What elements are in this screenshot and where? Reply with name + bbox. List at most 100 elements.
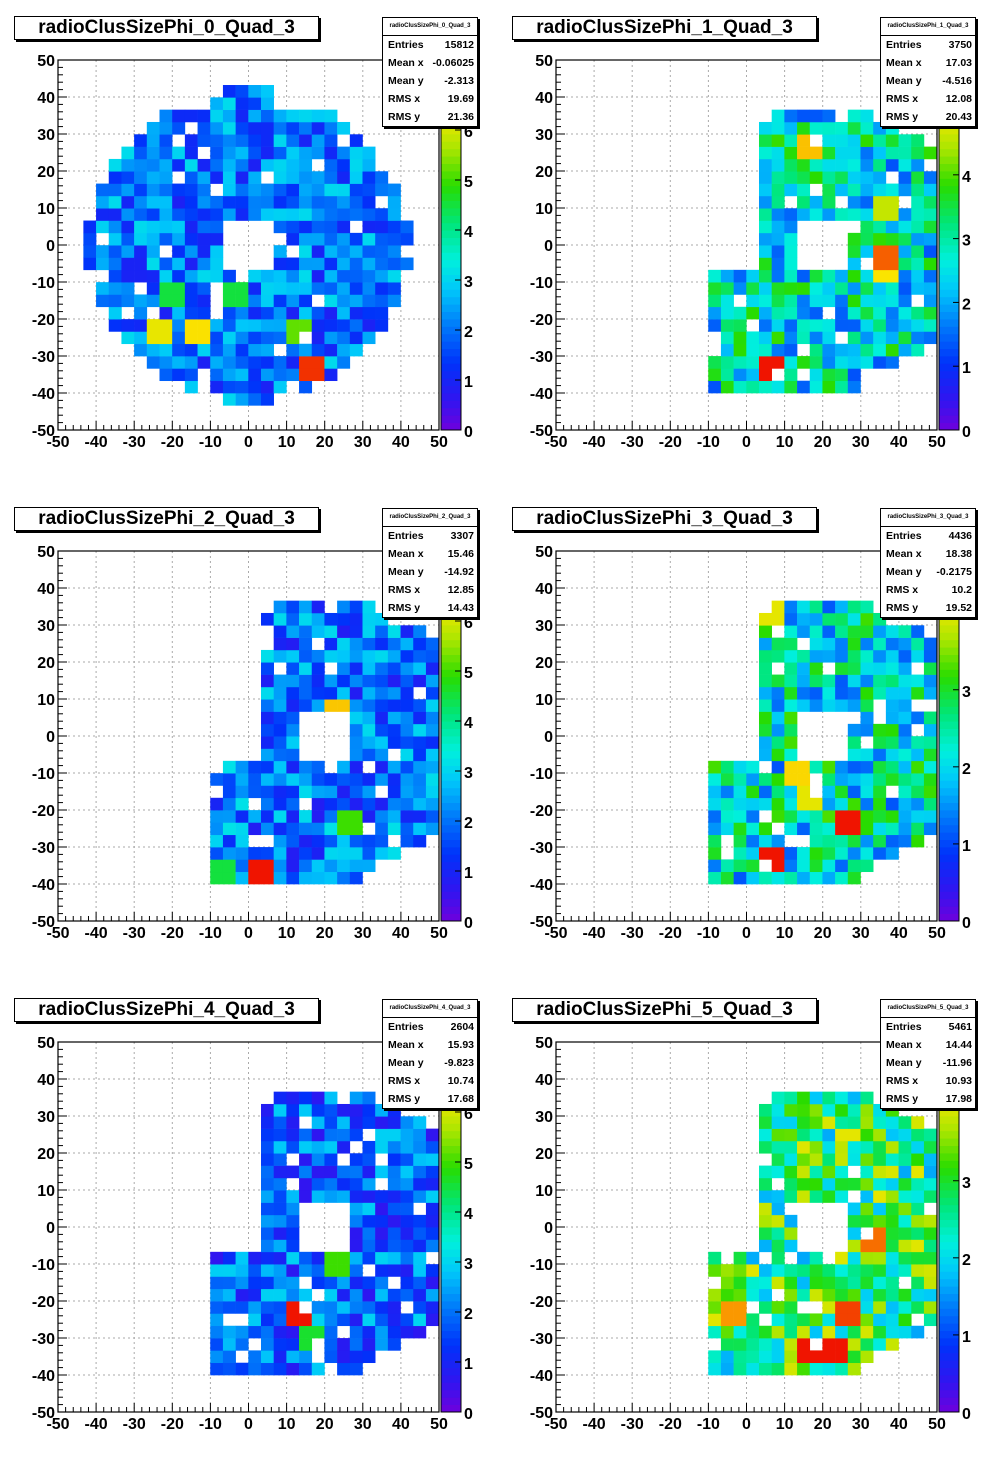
heatmap-cell [758, 1264, 772, 1277]
y-tick-label: 0 [46, 729, 55, 746]
heatmap-cell [349, 1338, 363, 1351]
stats-value: 12.85 [447, 584, 474, 596]
heatmap-cell [172, 195, 186, 209]
heatmap-cell [797, 195, 811, 209]
x-tick-label: -10 [199, 434, 222, 451]
heatmap-cell [720, 1338, 734, 1351]
palette-band [441, 1375, 461, 1383]
heatmap-cell [299, 121, 313, 135]
heatmap-cell [273, 1288, 287, 1302]
heatmap-cell [299, 306, 313, 320]
heatmap-cell [260, 294, 274, 308]
palette-band [441, 1345, 461, 1354]
heatmap-cell [822, 1091, 836, 1105]
heatmap-cell [108, 183, 122, 197]
heatmap-cell [375, 1288, 389, 1302]
heatmap-cell [362, 1165, 376, 1179]
heatmap-cell [784, 871, 798, 885]
heatmap-cell [746, 356, 760, 369]
heatmap-cell [911, 1325, 925, 1339]
heatmap-cell [809, 1165, 823, 1179]
heatmap-cell [898, 319, 912, 332]
y-tick-label: 40 [37, 90, 55, 107]
palette-band [939, 282, 959, 290]
heatmap-cell [708, 871, 722, 885]
heatmap-cell [860, 356, 874, 369]
heatmap-cell [337, 1264, 351, 1277]
palette-band [939, 245, 959, 253]
heatmap-cell [708, 1288, 722, 1302]
heatmap-cell [184, 356, 198, 369]
heatmap-cell [771, 294, 785, 308]
heatmap-cell [911, 649, 925, 663]
heatmap-cell [210, 1251, 224, 1265]
heatmap-cell [362, 1350, 376, 1364]
x-tick-label: -30 [621, 925, 644, 942]
heatmap-cell [248, 1362, 262, 1376]
heatmap-cell [885, 356, 899, 369]
x-tick-label: 50 [430, 1416, 448, 1433]
heatmap-cell [771, 810, 785, 823]
y-tick-label: -50 [530, 1405, 553, 1422]
palette-band [939, 1227, 959, 1235]
heatmap-cell [387, 208, 401, 221]
heatmap-cell [146, 146, 160, 160]
heatmap-cell [235, 1362, 249, 1376]
heatmap-cell [311, 331, 325, 345]
heatmap-cell [324, 773, 338, 786]
heatmap-cell [860, 859, 874, 873]
heatmap-cell [235, 294, 249, 308]
y-tick-label: 0 [544, 238, 553, 255]
heatmap-cell [159, 257, 173, 271]
heatmap-cell [387, 1227, 401, 1240]
palette-band [939, 1175, 959, 1183]
heatmap-cell [835, 1091, 849, 1105]
heatmap-cell [375, 282, 389, 295]
heatmap-cell [324, 797, 338, 811]
palette-band [441, 385, 461, 394]
heatmap-cell [413, 773, 427, 786]
heatmap-cell [146, 158, 160, 172]
heatmap-cell [311, 1165, 325, 1179]
heatmap-cell [375, 699, 389, 712]
heatmap-cell [311, 810, 325, 823]
heatmap-cell [873, 1276, 887, 1290]
heatmap-cell [758, 711, 772, 725]
heatmap-cell [108, 306, 122, 320]
heatmap-cell [375, 245, 389, 258]
heatmap-cell [159, 356, 173, 369]
heatmap-cell [248, 134, 262, 147]
heatmap-cell [362, 810, 376, 823]
heatmap-cell [337, 1251, 351, 1265]
heatmap-cell [885, 257, 899, 271]
y-tick-label: -20 [32, 312, 55, 329]
heatmap-cell [362, 1313, 376, 1327]
heatmap-cell [349, 699, 363, 712]
heatmap-cell [873, 723, 887, 737]
palette-band [939, 1308, 959, 1317]
histogram-title: radioClusSizePhi_4_Quad_3 [14, 998, 319, 1022]
heatmap-cell [425, 1239, 439, 1253]
heatmap-cell [362, 1103, 376, 1117]
heatmap-cell [822, 171, 836, 184]
heatmap-cell [299, 1165, 313, 1179]
heatmap-cell [362, 171, 376, 184]
palette-band [441, 156, 461, 164]
heatmap-cell [873, 847, 887, 860]
heatmap-cell [771, 797, 785, 811]
stats-row: Mean x 15.46 [383, 545, 477, 563]
heatmap-cell [235, 810, 249, 823]
heatmap-cell [923, 294, 937, 308]
heatmap-cell [197, 232, 211, 246]
palette-band [441, 913, 461, 922]
heatmap-cell [784, 1190, 798, 1203]
heatmap-cell [248, 331, 262, 345]
heatmap-cell [286, 674, 300, 688]
heatmap-cell [362, 294, 376, 308]
heatmap-cell [873, 1338, 887, 1351]
heatmap-cell [349, 1177, 363, 1191]
stats-value: 3307 [450, 530, 474, 542]
heatmap-cell [286, 319, 300, 332]
heatmap-cell [248, 356, 262, 369]
palette-band [441, 654, 461, 663]
